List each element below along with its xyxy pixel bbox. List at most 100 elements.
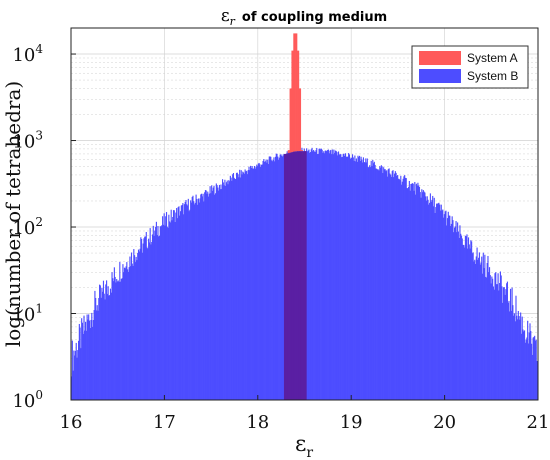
bar-system-b — [266, 162, 268, 400]
bar-system-b — [225, 182, 228, 400]
bar-system-b — [341, 157, 343, 400]
bar-system-b — [73, 350, 75, 400]
bar-system-b — [414, 181, 416, 400]
bar-system-b — [337, 155, 339, 400]
bar-system-b — [498, 290, 500, 400]
bar-system-b — [186, 205, 189, 400]
bar-system-b — [432, 206, 435, 400]
bar-system-b — [281, 155, 283, 400]
bar-system-b — [403, 176, 405, 400]
bar-system-b — [462, 244, 464, 400]
bar-system-b — [427, 199, 429, 400]
bar-system-b — [272, 159, 274, 400]
bar-system-b — [121, 278, 123, 400]
bar-system-b — [253, 168, 255, 400]
bar-system-b — [151, 241, 153, 400]
bar-system-b — [466, 234, 468, 400]
chart-title: εr of coupling medium — [221, 6, 387, 28]
bar-system-b — [442, 209, 444, 400]
bar-system-b — [270, 156, 272, 400]
bar-system-b — [481, 273, 484, 400]
bar-system-b — [393, 177, 395, 400]
bar-system-b — [203, 201, 205, 400]
bar-system-b — [153, 235, 155, 400]
bar-system-b — [280, 154, 282, 400]
bar-overlap — [283, 154, 287, 400]
bar-system-b — [78, 340, 80, 400]
bar-system-b — [334, 150, 336, 400]
bar-system-b — [193, 204, 196, 400]
bar-system-b — [385, 171, 387, 400]
bar-system-b — [159, 226, 161, 400]
bar-system-b — [141, 238, 143, 400]
y-tick-base: 10 — [12, 45, 35, 66]
bar-system-b — [477, 259, 479, 400]
bar-system-b — [143, 238, 145, 400]
bar-system-b — [328, 153, 330, 400]
bar-system-b — [388, 168, 390, 400]
bar-system-b — [199, 198, 201, 400]
bar-system-b — [404, 175, 406, 400]
bar-system-b — [534, 340, 537, 400]
bar-system-b — [471, 241, 473, 400]
y-tick-base: 10 — [12, 305, 35, 326]
bar-system-b — [362, 162, 364, 400]
bar-system-b — [180, 205, 182, 400]
bar-system-b — [455, 221, 457, 400]
bar-system-b — [464, 235, 466, 400]
bar-system-b — [72, 370, 74, 400]
bar-system-b — [224, 179, 226, 400]
bar-system-b — [486, 262, 488, 400]
bar-system-b — [398, 178, 400, 400]
legend-swatch-system-a — [419, 51, 461, 65]
bar-system-b — [474, 259, 476, 400]
bar-system-b — [342, 153, 344, 400]
bar-system-b — [424, 192, 426, 400]
bar-system-a — [295, 33, 298, 152]
bar-system-b — [452, 220, 454, 400]
bar-system-b — [425, 200, 428, 400]
bar-system-b — [429, 193, 431, 400]
bar-system-b — [173, 210, 175, 400]
bar-system-b — [84, 330, 86, 400]
bar-system-b — [108, 295, 110, 400]
bar-system-b — [309, 152, 312, 400]
bar-system-b — [505, 289, 507, 400]
bar-system-b — [509, 288, 512, 400]
bar-system-b — [227, 184, 229, 400]
bar-system-b — [186, 204, 188, 400]
bar-system-b — [474, 263, 477, 400]
bar-system-b — [502, 287, 505, 400]
bar-system-b — [316, 147, 318, 400]
bar-system-b — [490, 283, 492, 400]
bar-system-b — [90, 319, 92, 400]
bar-system-b — [400, 175, 402, 400]
bar-system-b — [200, 194, 202, 400]
plot-frame — [70, 27, 539, 401]
bar-system-b — [201, 196, 203, 400]
y-axis-label: log(number of tetrahedra) — [1, 81, 25, 347]
bar-system-b — [147, 248, 149, 400]
bar-system-b — [248, 166, 250, 400]
bar-system-b — [242, 171, 244, 400]
bar-system-b — [264, 161, 266, 400]
bar-system-b — [419, 192, 421, 400]
bar-system-b — [91, 312, 93, 400]
bar-system-b — [214, 193, 217, 400]
bar-system-b — [206, 193, 208, 400]
bar-system-b — [177, 207, 179, 400]
bar-system-b — [354, 155, 356, 400]
bar-system-b — [514, 321, 516, 400]
bar-system-b — [165, 212, 168, 400]
bar-system-b — [493, 289, 495, 400]
bar-system-b — [467, 237, 470, 400]
bar-system-b — [389, 173, 391, 400]
bar-system-b — [379, 167, 382, 400]
bar-system-b — [502, 302, 504, 400]
bar-system-b — [95, 310, 98, 400]
bar-system-b — [183, 214, 185, 400]
bar-system-b — [261, 164, 263, 400]
bar-system-b — [89, 328, 91, 400]
bar-system-b — [522, 329, 524, 400]
bar-system-b — [429, 202, 431, 400]
